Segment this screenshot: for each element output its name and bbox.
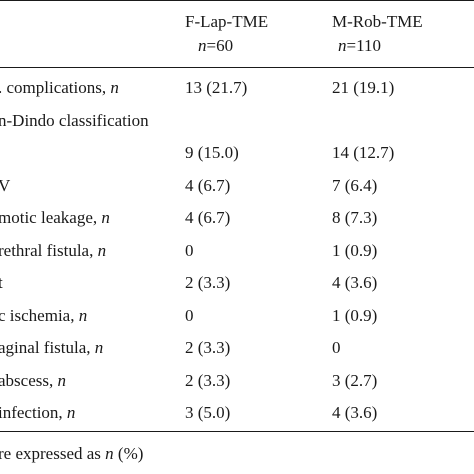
group2-n: n=110 (338, 36, 381, 56)
row-label-text: aginal fistula, (0, 338, 95, 357)
row-label-text: abscess, (0, 371, 58, 390)
row-value-group1: 4 (6.7) (185, 208, 231, 227)
footnote-prefix: re expressed as (0, 444, 106, 463)
group1-header: F-Lap-TME (185, 12, 268, 32)
row-value-group2: 1 (0.9) (332, 241, 378, 260)
table-top-rule (0, 0, 474, 1)
row-value-group1: 3 (5.0) (185, 403, 231, 422)
footnote-suffix: (%) (113, 444, 144, 463)
group1-n-label: n (198, 36, 207, 55)
row-label-text: rethral fistula, (0, 241, 98, 260)
row-label-text: infection, (0, 403, 67, 422)
row-label-text: t (0, 273, 3, 292)
row-label-text: . complications, (0, 78, 111, 97)
row-label: infection, n (0, 403, 75, 423)
row-value-group1: 0 (185, 241, 194, 260)
row-label-text: n-Dindo classification (0, 111, 149, 130)
row-value-group2: 1 (0.9) (332, 306, 378, 325)
row-value-group2: 4 (3.6) (332, 403, 378, 422)
row-value-group1: 9 (15.0) (185, 143, 239, 162)
row-label: rethral fistula, n (0, 241, 106, 261)
row-value-group2: 21 (19.1) (332, 78, 395, 97)
group1-name: F-Lap-TME (185, 12, 269, 31)
row-value-group2: 8 (7.3) (332, 208, 378, 227)
footnote: re expressed as n (%) (0, 444, 143, 464)
row-label-italic: n (97, 241, 107, 260)
row-label: abscess, n (0, 371, 66, 391)
table-bottom-rule (0, 431, 474, 432)
row-value-group1: 0 (185, 306, 194, 325)
group2-n-value: =110 (346, 36, 381, 55)
group2-header: M-Rob-TME (332, 12, 423, 32)
header-rule (0, 67, 474, 68)
row-label-text: c ischemia, (0, 306, 79, 325)
row-label: n-Dindo classification (0, 111, 149, 131)
row-label-italic: n (78, 306, 88, 325)
footnote-italic: n (105, 444, 114, 463)
group1-n-value: =60 (206, 36, 234, 55)
row-label: motic leakage, n (0, 208, 110, 228)
row-value-group1: 2 (3.3) (185, 338, 231, 357)
row-value-group2: 7 (6.4) (332, 176, 378, 195)
row-label: c ischemia, n (0, 306, 87, 326)
row-label-italic: n (57, 371, 66, 390)
row-value-group1: 2 (3.3) (185, 273, 231, 292)
row-label-text: V (0, 176, 11, 195)
row-label: . complications, n (0, 78, 119, 98)
row-value-group2: 0 (332, 338, 341, 357)
group1-n: n=60 (198, 36, 233, 56)
row-label: aginal fistula, n (0, 338, 103, 358)
row-value-group1: 4 (6.7) (185, 176, 231, 195)
group2-name: M-Rob-TME (332, 12, 423, 31)
row-value-group1: 2 (3.3) (185, 371, 231, 390)
group2-n-label: n (338, 36, 347, 55)
row-value-group2: 3 (2.7) (332, 371, 378, 390)
row-label-italic: n (94, 338, 104, 357)
row-value-group2: 14 (12.7) (332, 143, 395, 162)
row-label: t (0, 273, 3, 293)
row-label-text: motic leakage, (0, 208, 102, 227)
row-label-italic: n (66, 403, 76, 422)
row-value-group1: 13 (21.7) (185, 78, 248, 97)
row-label-italic: n (110, 78, 119, 97)
row-label: V (0, 176, 10, 196)
row-label-italic: n (101, 208, 110, 227)
row-value-group2: 4 (3.6) (332, 273, 378, 292)
